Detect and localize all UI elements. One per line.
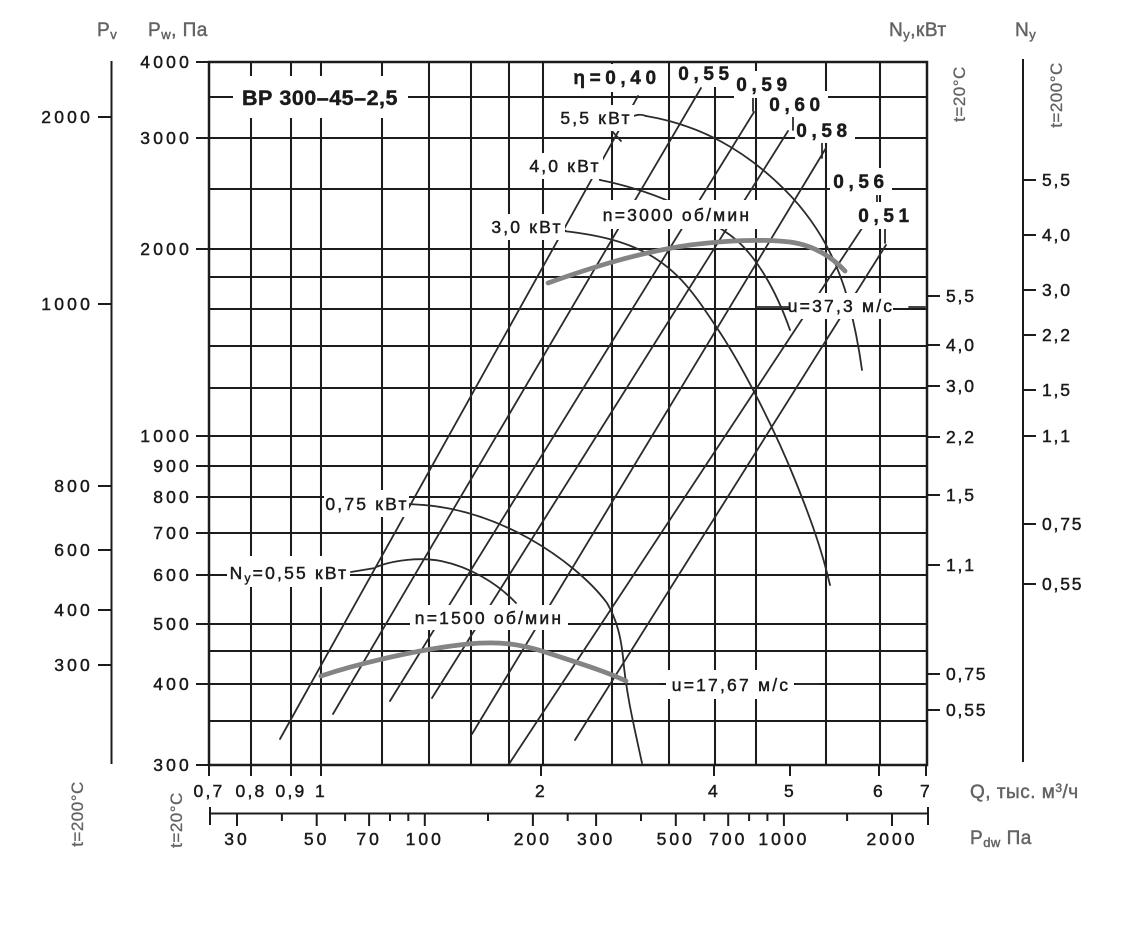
- svg-text:5,5: 5,5: [946, 286, 976, 306]
- svg-text:t=20°C: t=20°C: [950, 66, 969, 122]
- svg-text:0,59: 0,59: [736, 75, 791, 96]
- svg-text:3,0: 3,0: [1042, 280, 1072, 300]
- svg-text:0,55: 0,55: [946, 700, 987, 720]
- svg-text:70: 70: [356, 829, 381, 849]
- svg-text:600: 600: [153, 565, 192, 585]
- svg-text:1,1: 1,1: [946, 555, 976, 575]
- svg-text:800: 800: [54, 476, 93, 496]
- svg-text:4: 4: [708, 781, 720, 801]
- svg-text:400: 400: [153, 674, 192, 694]
- svg-text:0,7: 0,7: [194, 781, 225, 801]
- svg-text:2,2: 2,2: [946, 427, 976, 447]
- svg-text:6: 6: [873, 781, 885, 801]
- svg-text:0,58: 0,58: [796, 121, 851, 142]
- svg-text:0,75: 0,75: [1042, 514, 1083, 534]
- svg-text:Pw, Па: Pw, Па: [148, 20, 208, 42]
- svg-text:Ny,кВт: Ny,кВт: [889, 20, 947, 42]
- svg-text:t=200°C: t=200°C: [1047, 62, 1066, 128]
- svg-text:u=17,67 м/с: u=17,67 м/с: [672, 675, 790, 695]
- svg-text:2: 2: [535, 781, 547, 801]
- svg-text:0,75: 0,75: [946, 664, 987, 684]
- svg-text:Pdw Па: Pdw Па: [970, 828, 1032, 850]
- svg-text:4,0: 4,0: [946, 335, 976, 355]
- svg-text:600: 600: [54, 540, 93, 560]
- svg-text:2,2: 2,2: [1042, 325, 1072, 345]
- svg-text:5,5 кВт: 5,5 кВт: [560, 108, 631, 128]
- svg-text:30: 30: [224, 829, 249, 849]
- svg-text:0,60: 0,60: [769, 95, 824, 116]
- svg-text:0,55: 0,55: [1042, 574, 1083, 594]
- svg-text:n=1500 об/мин: n=1500 об/мин: [415, 608, 563, 628]
- svg-text:Q, тыс. м3/ч: Q, тыс. м3/ч: [970, 781, 1079, 803]
- svg-text:4,0: 4,0: [1042, 225, 1072, 245]
- svg-text:n=3000 об/мин: n=3000 об/мин: [603, 205, 751, 225]
- svg-text:ВР 300–45–2,5: ВР 300–45–2,5: [242, 86, 398, 110]
- svg-text:300: 300: [577, 829, 615, 849]
- svg-text:4000: 4000: [140, 52, 192, 72]
- svg-text:3,0: 3,0: [946, 376, 976, 396]
- svg-text:Ny=0,55 кВт: Ny=0,55 кВт: [230, 563, 349, 585]
- svg-text:2000: 2000: [41, 107, 93, 127]
- svg-text:5: 5: [784, 781, 796, 801]
- svg-text:u=37,3 м/с: u=37,3 м/с: [788, 296, 895, 316]
- svg-text:300: 300: [153, 755, 192, 775]
- svg-text:2000: 2000: [866, 829, 917, 849]
- svg-text:1: 1: [315, 781, 327, 801]
- svg-text:4,0 кВт: 4,0 кВт: [529, 156, 600, 176]
- svg-text:200: 200: [514, 829, 552, 849]
- svg-text:50: 50: [304, 829, 329, 849]
- svg-text:500: 500: [657, 829, 695, 849]
- svg-text:800: 800: [153, 487, 192, 507]
- svg-text:2000: 2000: [140, 239, 192, 259]
- svg-text:1,5: 1,5: [1042, 380, 1072, 400]
- svg-text:700: 700: [153, 523, 192, 543]
- svg-text:1000: 1000: [140, 426, 192, 446]
- svg-text:500: 500: [153, 614, 192, 634]
- svg-text:7: 7: [920, 781, 932, 801]
- svg-text:1000: 1000: [41, 294, 93, 314]
- svg-text:0,75 кВт: 0,75 кВт: [325, 494, 408, 514]
- svg-text:400: 400: [54, 600, 93, 620]
- svg-text:300: 300: [54, 655, 93, 675]
- svg-text:0,55: 0,55: [678, 64, 733, 85]
- svg-text:100: 100: [406, 829, 444, 849]
- svg-text:0,51: 0,51: [858, 206, 913, 227]
- svg-text:0,56: 0,56: [833, 172, 888, 193]
- svg-text:0,9: 0,9: [276, 781, 307, 801]
- svg-text:700: 700: [709, 829, 747, 849]
- svg-text:t=200°C: t=200°C: [68, 781, 87, 847]
- svg-text:0,8: 0,8: [236, 781, 267, 801]
- svg-text:3,0 кВт: 3,0 кВт: [491, 217, 562, 237]
- svg-text:η=0,40: η=0,40: [573, 68, 660, 89]
- svg-text:t=20°C: t=20°C: [167, 792, 186, 848]
- svg-text:1,5: 1,5: [946, 485, 976, 505]
- svg-text:900: 900: [153, 456, 192, 476]
- svg-text:3000: 3000: [140, 128, 192, 148]
- svg-text:5,5: 5,5: [1042, 170, 1072, 190]
- svg-text:1,1: 1,1: [1042, 426, 1072, 446]
- svg-text:1000: 1000: [758, 829, 809, 849]
